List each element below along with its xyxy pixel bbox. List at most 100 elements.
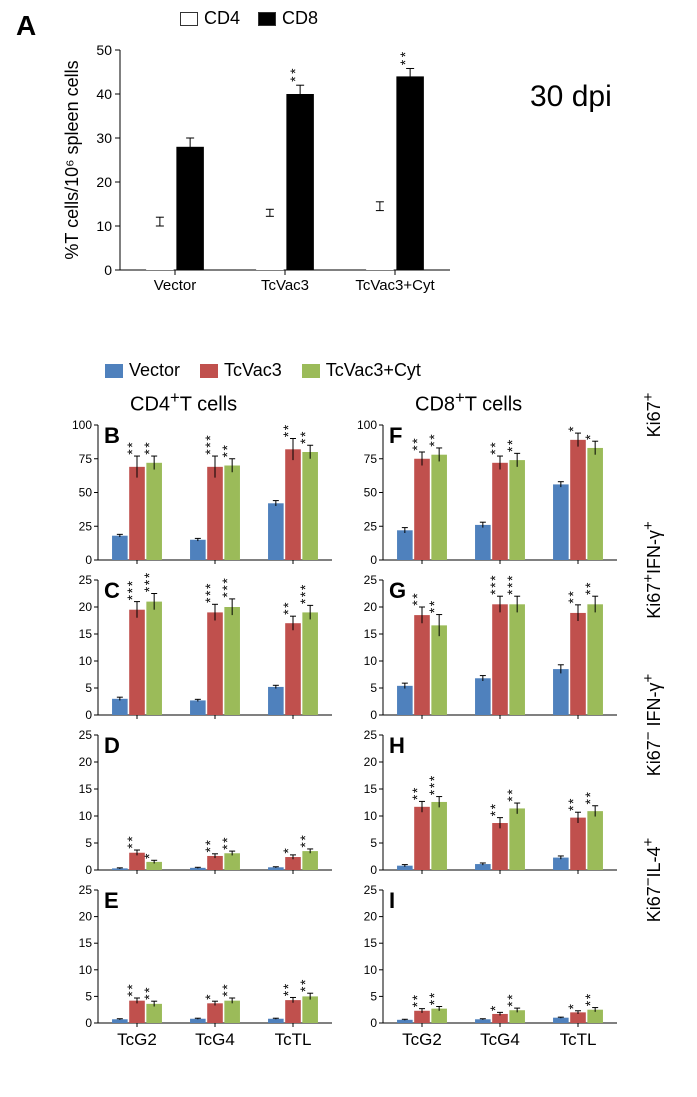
svg-text:*: * (124, 984, 140, 990)
svg-text:*: * (280, 848, 296, 854)
svg-text:5: 5 (85, 836, 92, 850)
svg-text:0: 0 (104, 262, 112, 278)
svg-text:%T cells/10⁶ spleen cells: %T cells/10⁶ spleen cells (62, 60, 82, 259)
svg-text:*: * (504, 789, 520, 795)
svg-text:TcG2: TcG2 (402, 1030, 442, 1049)
svg-text:*: * (582, 434, 598, 440)
svg-text:20: 20 (364, 600, 378, 614)
svg-text:*: * (124, 836, 140, 842)
svg-text:*: * (141, 994, 157, 1000)
svg-text:10: 10 (364, 654, 378, 668)
svg-text:*: * (565, 591, 581, 597)
svg-text:*: * (280, 602, 296, 608)
row-title-0: Ki67+ (640, 345, 665, 485)
svg-text:*: * (124, 587, 140, 593)
svg-text:0: 0 (85, 863, 92, 877)
svg-text:*: * (426, 607, 442, 613)
legend-cd8: CD8 (258, 8, 318, 29)
svg-text:*: * (504, 796, 520, 802)
svg-text:*: * (280, 431, 296, 437)
svg-text:*: * (297, 591, 313, 597)
svg-text:*: * (141, 572, 157, 578)
svg-text:25: 25 (79, 883, 93, 897)
svg-text:F: F (389, 423, 402, 448)
svg-text:*: * (582, 582, 598, 588)
col-title-cd4: CD4+T cells (130, 388, 237, 417)
svg-text:*: * (219, 844, 235, 850)
svg-text:*: * (582, 589, 598, 595)
svg-text:*: * (124, 449, 140, 455)
svg-text:25: 25 (364, 573, 378, 587)
svg-text:*: * (487, 442, 503, 448)
svg-text:*: * (426, 789, 442, 795)
svg-text:*: * (409, 787, 425, 793)
svg-text:40: 40 (96, 86, 112, 102)
svg-text:15: 15 (364, 782, 378, 796)
legend-vector: Vector (105, 360, 180, 381)
svg-text:I: I (389, 888, 395, 913)
svg-text:*: * (297, 979, 313, 985)
svg-text:5: 5 (85, 681, 92, 695)
svg-text:25: 25 (364, 519, 378, 533)
panel-D-chart: D0510152025********** (60, 725, 340, 880)
svg-text:*: * (409, 1001, 425, 1007)
panel-I-chart: I0510152025****TcG2***TcG4***TcTL (345, 880, 625, 1055)
svg-text:H: H (389, 733, 405, 758)
svg-text:*: * (219, 991, 235, 997)
svg-text:C: C (104, 578, 120, 603)
svg-text:*: * (582, 1000, 598, 1006)
legend-cd4: CD4 (180, 8, 240, 29)
svg-text:*: * (219, 578, 235, 584)
svg-text:D: D (104, 733, 120, 758)
svg-text:*: * (141, 853, 157, 859)
svg-text:10: 10 (364, 963, 378, 977)
panel-E-chart: E0510152025****TcG2***TcG4****TcTL (60, 880, 340, 1055)
panel-B-chart: B0255075100************* (60, 415, 340, 570)
svg-text:100: 100 (357, 418, 377, 432)
svg-text:5: 5 (370, 681, 377, 695)
svg-text:*: * (297, 598, 313, 604)
svg-text:*: * (409, 438, 425, 444)
svg-text:*: * (504, 439, 520, 445)
legend-box-cd4 (180, 12, 198, 26)
row-title-1: Ki67+IFN-γ+ (640, 500, 665, 640)
svg-text:*: * (219, 444, 235, 450)
svg-text:*: * (202, 840, 218, 846)
svg-text:*: * (297, 438, 313, 444)
svg-text:*: * (202, 590, 218, 596)
svg-text:0: 0 (370, 708, 377, 722)
small-legend: Vector TcVac3 TcVac3+Cyt (105, 360, 421, 381)
legend-label-tcvac3cyt: TcVac3+Cyt (326, 360, 421, 381)
svg-text:25: 25 (364, 728, 378, 742)
svg-text:*: * (202, 435, 218, 441)
panel-H-chart: H0510152025************* (345, 725, 625, 880)
svg-text:10: 10 (79, 963, 93, 977)
svg-text:15: 15 (364, 936, 378, 950)
legend-box-tcvac3cyt (302, 364, 320, 378)
svg-text:*: * (202, 847, 218, 853)
svg-text:25: 25 (79, 728, 93, 742)
panel-a-chart: 01020304050%T cells/10⁶ spleen cellsVect… (60, 30, 460, 310)
legend-label-cd8: CD8 (282, 8, 318, 29)
svg-text:25: 25 (79, 519, 93, 533)
svg-text:*: * (280, 424, 296, 430)
svg-text:TcG2: TcG2 (117, 1030, 157, 1049)
svg-text:*: * (297, 431, 313, 437)
svg-text:*: * (141, 579, 157, 585)
dpi-label: 30 dpi (530, 80, 612, 114)
svg-text:*: * (202, 597, 218, 603)
svg-text:15: 15 (79, 936, 93, 950)
svg-text:*: * (202, 442, 218, 448)
svg-text:15: 15 (79, 627, 93, 641)
svg-text:*: * (409, 445, 425, 451)
svg-text:15: 15 (79, 782, 93, 796)
svg-text:*: * (141, 449, 157, 455)
svg-text:*: * (487, 582, 503, 588)
svg-text:Vector: Vector (154, 277, 197, 294)
svg-text:*: * (504, 1001, 520, 1007)
svg-text:20: 20 (79, 600, 93, 614)
svg-text:*: * (297, 986, 313, 992)
svg-text:5: 5 (85, 989, 92, 1003)
svg-text:75: 75 (364, 452, 378, 466)
svg-text:*: * (141, 442, 157, 448)
